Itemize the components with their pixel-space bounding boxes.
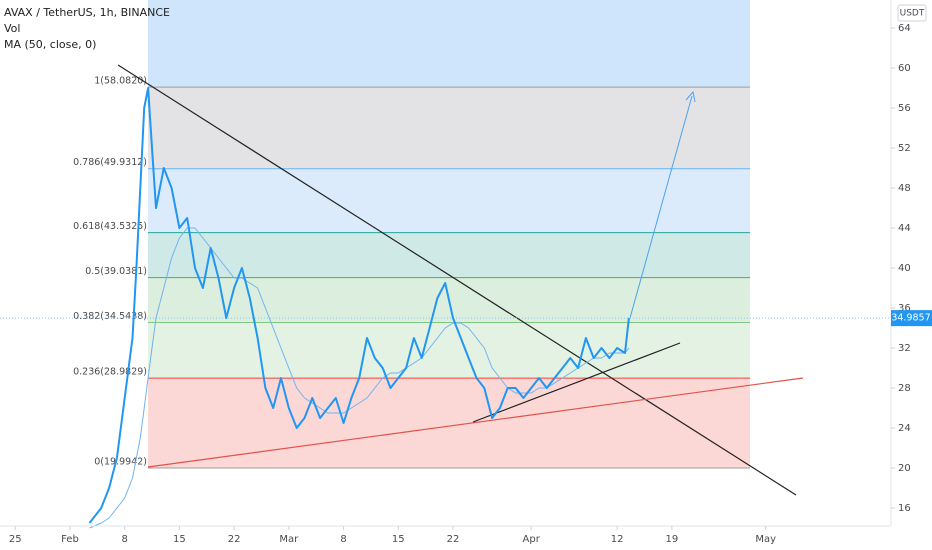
x-tick-label: 8 [340,534,346,545]
currency: USDT [900,9,925,19]
position-zone [148,0,750,88]
plot [0,87,890,529]
x-tick-label: 22 [228,534,241,545]
fib-label: 0.618(43.5325) [73,221,147,232]
y-tick-label: 40 [898,263,911,274]
fib-label: 0.236(28.9829) [73,367,147,378]
x-tick-label: Mar [279,534,299,545]
y-tick-label: 28 [898,383,911,394]
x-tick-label: 22 [447,534,460,545]
x-tick-label: Apr [523,534,541,545]
y-tick-label: 64 [898,23,911,34]
x-tick-label: 8 [121,534,127,545]
fib-label: 0.382(34.5438) [73,311,147,322]
y-tick-label: 48 [898,183,911,194]
x-tick-label: May [755,534,776,545]
fib-band [148,87,750,169]
trend-line [117,64,797,496]
y-tick-label: 16 [898,503,911,514]
fib-bands: 1(58.0820) 0.786(49.9312) 0.618(43.5325) 0.… [73,0,750,469]
volume-label: Vol [4,22,20,35]
y-tick-label: 44 [898,223,911,234]
ma-line [89,227,630,529]
projection-arrow [629,95,693,319]
fib-label: 1(58.0820) [94,76,147,87]
y-tick-label: 32 [898,343,911,354]
y-tick-label: 52 [898,143,911,154]
ma-label: MA (50, close, 0) [4,38,96,51]
fib-band [148,232,750,278]
y-tick-label: 56 [898,103,911,114]
x-tick-label: 15 [392,534,405,545]
last-price-box [891,310,932,327]
fib-label: 0.786(49.9312) [73,157,147,168]
trend-line [147,377,804,468]
x-tick-label: 15 [173,534,186,545]
price-line [88,87,630,524]
fib-label: 0(19.9942) [94,457,147,468]
y-tick-label: 20 [898,463,911,474]
trend-line [472,342,681,423]
fib-label: 0.5(39.0381) [85,266,147,277]
x-tick-label: 25 [9,534,22,545]
x-tick-label: 19 [666,534,679,545]
currency-box[interactable] [897,4,927,22]
y-tick-label: 24 [898,423,911,434]
fib-band [148,322,750,379]
x-tick-label: 12 [611,534,624,545]
last-price-label: 34.9857 [891,313,930,324]
y-tick-label: 36 [898,303,911,314]
x-tick-label: Feb [61,534,79,545]
fib-band [148,168,750,233]
symbol-title: AVAX / TetherUS, 1h, BINANCE [4,6,170,19]
y-tick-label: 60 [898,63,911,74]
arrow-head [685,90,696,103]
